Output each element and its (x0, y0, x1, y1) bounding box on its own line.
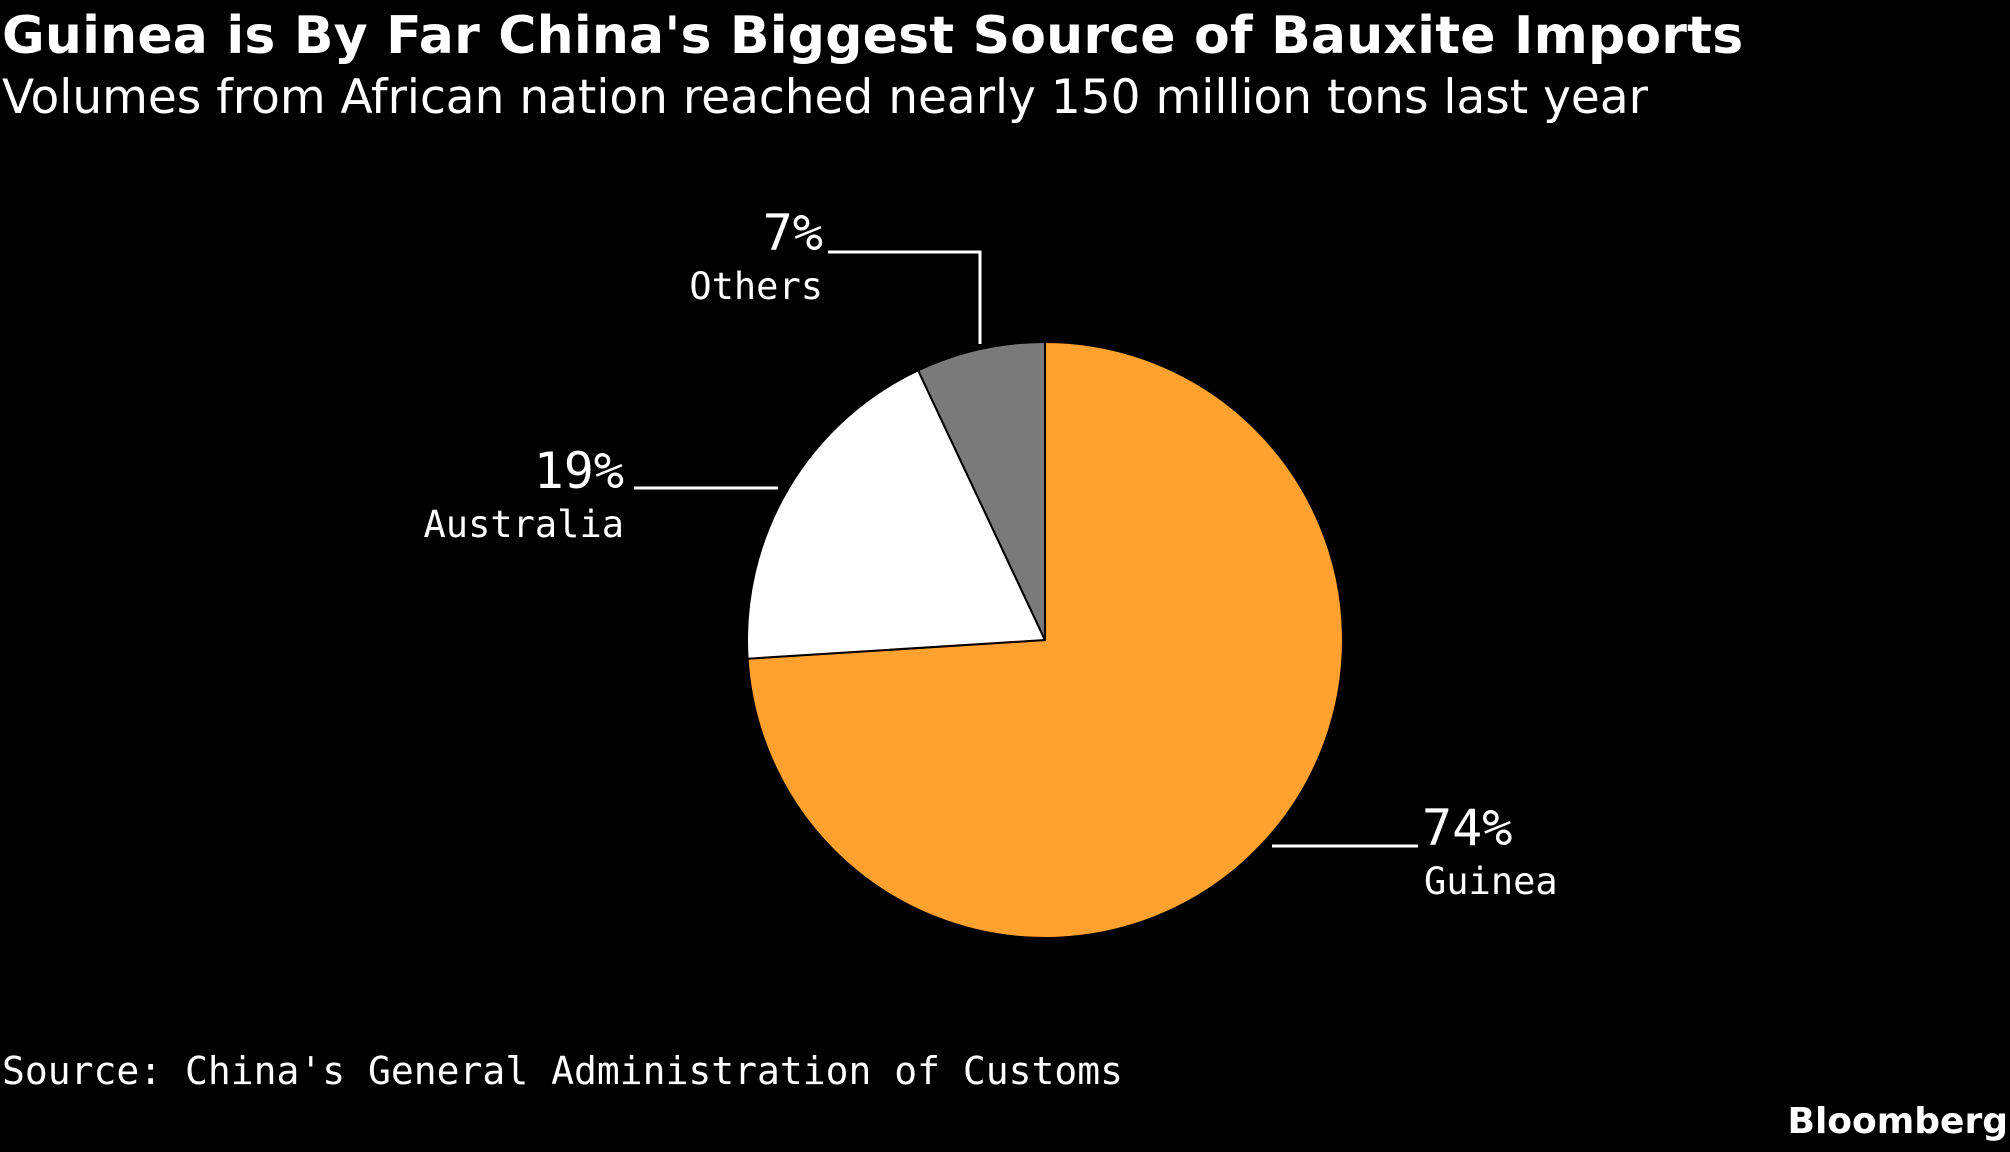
pie-slice-others (917, 341, 1046, 641)
source-note: Source: China's General Administration o… (2, 1049, 1124, 1093)
pie-value-label-others: 7% (763, 204, 823, 262)
pie-slices (746, 341, 1344, 939)
pie-category-label-australia: Australia (424, 503, 624, 546)
pie-value-label-guinea: 74% (1422, 799, 1512, 857)
pie-labels: 74%Guinea 19%Australia 7%Others (424, 204, 1558, 903)
pie-category-label-others: Others (689, 265, 823, 308)
pie-slice-australia (746, 369, 1046, 660)
bloomberg-logo: Bloomberg (1787, 1101, 2008, 1142)
pie-leader-lines (634, 250, 1418, 848)
chart-title: Guinea is By Far China's Biggest Source … (2, 6, 1744, 66)
pie-category-label-guinea: Guinea (1424, 860, 1558, 903)
chart-subtitle: Volumes from African nation reached near… (2, 70, 1648, 125)
leader-line-others (828, 250, 982, 344)
pie-value-label-australia: 19% (534, 442, 624, 500)
